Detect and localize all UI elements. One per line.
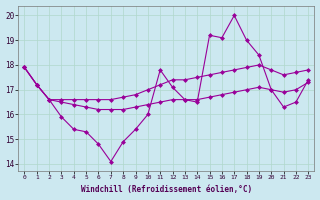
X-axis label: Windchill (Refroidissement éolien,°C): Windchill (Refroidissement éolien,°C) <box>81 185 252 194</box>
